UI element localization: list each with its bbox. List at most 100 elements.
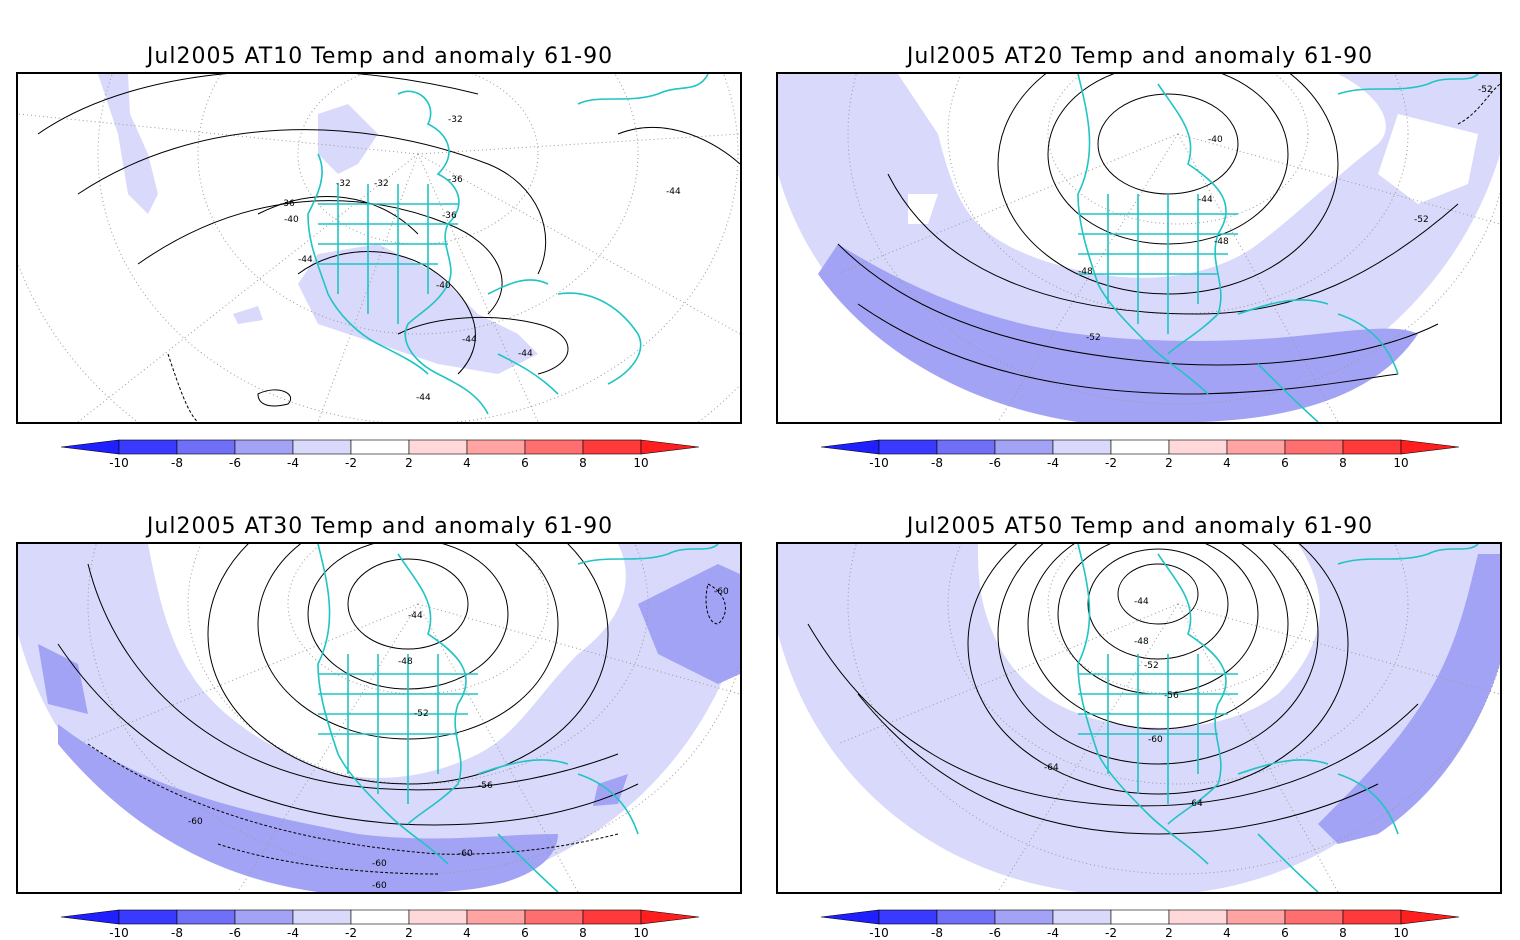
- contour-label: -32: [374, 179, 389, 189]
- colorbar-segment: [1052, 439, 1112, 455]
- colorbar-segment: [292, 439, 352, 455]
- anomaly-patch: [1318, 554, 1500, 844]
- colorbar-segment: [1052, 909, 1112, 925]
- contour-label: -44: [416, 393, 431, 403]
- colorbar-segment: [582, 909, 642, 925]
- colorbar-tick-label: -8: [931, 456, 943, 470]
- map-canvas: -44 -48 -52 -56 -60 -64 -64: [778, 544, 1500, 892]
- contour-label: -36: [442, 211, 457, 221]
- colorbar-tick-label: 4: [1223, 456, 1231, 470]
- colorbar-tick-label: -10: [869, 456, 889, 470]
- contour-label: -32: [448, 115, 463, 125]
- contour-label: -56: [478, 781, 493, 791]
- contour-label: -44: [408, 611, 423, 621]
- contour-label: -52: [1414, 215, 1429, 225]
- graticule: [18, 74, 740, 422]
- contour-label: -44: [462, 335, 477, 345]
- colorbar-tick-label: -8: [171, 456, 183, 470]
- colorbar-arrow-left: [821, 439, 880, 455]
- colorbar-tick-label: 2: [1165, 456, 1173, 470]
- contour-label: -48: [1078, 267, 1093, 277]
- colorbar-segment: [1110, 439, 1170, 455]
- colorbar-segment: [524, 439, 584, 455]
- anomaly-patch: [593, 774, 628, 806]
- colorbar-tick-label: -6: [229, 456, 241, 470]
- colorbar-segment: [994, 439, 1054, 455]
- colorbar-tick-label: 10: [1393, 926, 1408, 940]
- colorbar: -10 -8 -6 -4 -2 2 4 6 8 10: [61, 439, 700, 470]
- colorbar-segment: [1226, 439, 1286, 455]
- contour-label: -32: [336, 179, 351, 189]
- contour-label: -60: [188, 817, 203, 827]
- colorbar-segment: [1226, 909, 1286, 925]
- contour-label: -44: [666, 187, 681, 197]
- colorbar-segment: [1284, 439, 1344, 455]
- contour-label: -52: [414, 709, 429, 719]
- panel-title: Jul2005 AT10 Temp and anomaly 61-90: [146, 44, 614, 69]
- colorbar-tick-label: -4: [1047, 926, 1059, 940]
- colorbar-arrow-left: [821, 909, 880, 925]
- map-at30: -44 -48 -52 -56 -60 -60 -60 -60 -60: [16, 542, 742, 894]
- colorbar-tick-label: 10: [633, 926, 648, 940]
- colorbar-tick-label: -4: [287, 456, 299, 470]
- colorbar-tick-label: 8: [1339, 926, 1347, 940]
- contour-label: -48: [1134, 637, 1149, 647]
- colorbar-tick-label: 6: [1281, 456, 1289, 470]
- panel-title: Jul2005 AT50 Temp and anomaly 61-90: [906, 514, 1374, 539]
- colorbar-segment: [878, 439, 938, 455]
- anomaly-patch: [298, 244, 538, 374]
- colorbar-arrow-right: [1400, 909, 1460, 925]
- coastline: [1077, 74, 1479, 422]
- colorbar-segment: [524, 909, 584, 925]
- colorbar-segment: [408, 909, 468, 925]
- colorbar-tick-label: -6: [989, 456, 1001, 470]
- contour-label: -48: [1214, 237, 1229, 247]
- neutral-region: [898, 74, 1386, 278]
- colorbar-tick-label: 4: [1223, 926, 1231, 940]
- colorbar-arrow-right: [640, 909, 700, 925]
- colorbar-segment: [176, 909, 236, 925]
- colorbar-tick-label: 4: [463, 926, 471, 940]
- colorbar-segment: [936, 909, 996, 925]
- colorbar-tick-label: -10: [109, 926, 129, 940]
- colorbar-tick-label: 6: [521, 926, 529, 940]
- panel-title: Jul2005 AT20 Temp and anomaly 61-90: [906, 44, 1374, 69]
- colorbar-arrow-left: [61, 439, 120, 455]
- colorbar-arrow-right: [640, 439, 700, 455]
- anomaly-patch: [638, 564, 740, 684]
- colorbar-segment: [1284, 909, 1344, 925]
- colorbar-segment: [466, 909, 526, 925]
- map-at10: -32 -32 -32 -36 -36 -36 -40 -40 -44 -44 …: [16, 72, 742, 424]
- colorbar-tick-label: 8: [1339, 456, 1347, 470]
- anomaly-patch: [38, 644, 88, 714]
- graticule: [837, 544, 1500, 892]
- colorbar-tick-label: 4: [463, 456, 471, 470]
- contours: [807, 544, 1419, 835]
- contour-label: -52: [1086, 333, 1101, 343]
- colorbar: -10 -8 -6 -4 -2 2 4 6 8 10: [821, 909, 1460, 940]
- contour-label: -60: [714, 587, 729, 597]
- colorbar-segment: [234, 439, 294, 455]
- contour-labels: -32 -32 -32 -36 -36 -36 -40 -40 -44 -44 …: [280, 115, 681, 403]
- colorbar-arrow-left: [61, 909, 120, 925]
- neutral-region: [1378, 114, 1478, 204]
- colorbar-segment: [1110, 909, 1170, 925]
- colorbar-tick-label: 2: [405, 456, 413, 470]
- colorbar-segment: [1342, 909, 1402, 925]
- colorbar-arrow-right: [1400, 439, 1460, 455]
- colorbar-segment: [878, 909, 938, 925]
- colorbar-segment: [994, 909, 1054, 925]
- contour-label: -44: [1198, 195, 1213, 205]
- colorbar: -10 -8 -6 -4 -2 2 4 6 8 10: [61, 909, 700, 940]
- map-canvas: -44 -48 -52 -56 -60 -60 -60 -60 -60: [18, 544, 740, 892]
- graticule: [837, 74, 1500, 422]
- colorbar-segment: [118, 439, 178, 455]
- colorbar: -10 -8 -6 -4 -2 2 4 6 8 10: [821, 439, 1460, 470]
- colorbar-segment: [118, 909, 178, 925]
- coastline: [1077, 544, 1479, 892]
- colorbar-tick-label: -10: [109, 456, 129, 470]
- coastline: [317, 544, 719, 892]
- colorbar-tick-label: 2: [1165, 926, 1173, 940]
- colorbar-segment: [466, 439, 526, 455]
